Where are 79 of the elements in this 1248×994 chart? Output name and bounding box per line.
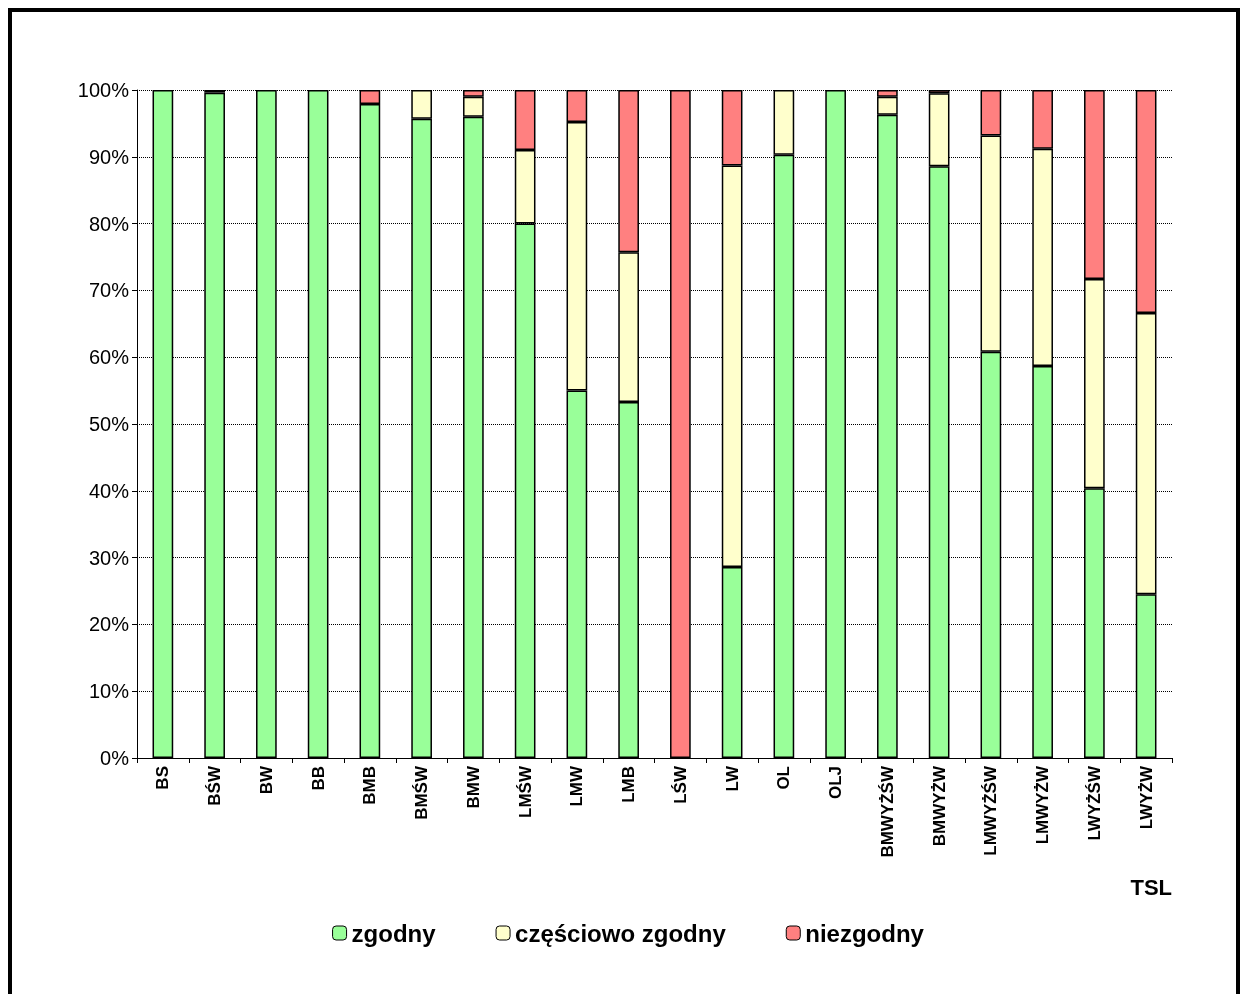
y-tick-label: 40%	[88, 479, 130, 502]
bar	[566, 122, 588, 391]
bar	[152, 90, 174, 758]
x-tick-label: BŚW	[205, 765, 225, 806]
x-tick-label: BS	[153, 766, 173, 790]
bar	[204, 92, 225, 758]
x-tick-label: LMB	[619, 766, 639, 803]
x-tick-label: LŚW	[670, 765, 690, 804]
bar	[877, 114, 898, 758]
y-tick-label: 0%	[100, 747, 130, 769]
bar	[411, 118, 432, 758]
bar	[877, 90, 898, 97]
x-tick-label: OL	[774, 766, 794, 790]
bar	[721, 566, 743, 758]
bar	[411, 90, 432, 119]
bar	[256, 90, 277, 758]
y-tick-label: 10%	[88, 680, 130, 703]
bar	[721, 165, 743, 567]
bar	[928, 166, 950, 758]
legend-label: zgodny	[351, 919, 437, 947]
bar	[670, 90, 691, 758]
bar	[307, 90, 329, 758]
bar	[618, 252, 639, 402]
bar	[721, 90, 743, 166]
bar	[514, 223, 536, 758]
bar	[980, 351, 1002, 758]
bar	[514, 150, 536, 224]
bar	[1135, 313, 1157, 595]
bar	[463, 116, 484, 758]
bar	[359, 104, 381, 758]
bar	[1084, 279, 1105, 489]
x-tick-label: LW	[722, 765, 742, 792]
bar	[514, 90, 536, 151]
bar	[773, 90, 795, 155]
legend-label: niezgodny	[805, 919, 925, 947]
x-tick-label: BMW	[463, 765, 483, 809]
x-tick-label: LMWYŻW	[1033, 765, 1053, 845]
x-tick-label: BMWYŻŚW	[877, 765, 897, 858]
x-tick-label: LWYŻŚW	[1084, 765, 1104, 841]
x-tick-label: OLJ	[826, 766, 846, 800]
bar	[359, 90, 381, 105]
bar	[825, 90, 846, 758]
bar	[1084, 488, 1105, 758]
bar	[463, 90, 484, 97]
bar	[463, 96, 484, 117]
y-tick-label: 90%	[88, 145, 130, 168]
x-tick-label: BMB	[360, 766, 380, 805]
bar	[1084, 90, 1105, 280]
bar	[618, 90, 639, 253]
y-tick-label: 70%	[88, 279, 130, 302]
bar	[566, 390, 588, 758]
bar	[1032, 90, 1053, 149]
y-tick-label: 60%	[88, 346, 130, 369]
bar	[1032, 365, 1053, 758]
x-tick-label: LMW	[567, 765, 587, 807]
x-axis-title: TSL	[1130, 874, 1172, 900]
x-tick-label: BW	[256, 765, 276, 795]
bar	[1032, 148, 1053, 366]
x-tick-label: BMWYŻW	[929, 765, 949, 847]
y-tick-label: 30%	[88, 546, 130, 569]
x-tick-label: LWYŻW	[1136, 765, 1156, 830]
y-tick-label: 100%	[77, 79, 130, 101]
bar	[618, 401, 639, 758]
bar	[1135, 90, 1157, 314]
x-tick-label: LMWYŻŚW	[981, 765, 1001, 856]
bar	[980, 90, 1002, 136]
x-tick-label: BB	[308, 766, 328, 791]
bar	[980, 135, 1002, 352]
y-tick-label: 80%	[88, 212, 130, 235]
bar	[877, 96, 898, 115]
bar	[773, 154, 795, 758]
bar	[566, 90, 588, 123]
y-tick-label: 20%	[88, 613, 130, 636]
x-tick-label: BMŚW	[412, 765, 432, 820]
legend-label: częściowo zgodny	[515, 919, 727, 947]
x-tick-label: LMŚW	[515, 765, 535, 818]
bar	[928, 93, 950, 167]
bar	[1135, 594, 1157, 758]
y-tick-label: 50%	[88, 413, 130, 435]
